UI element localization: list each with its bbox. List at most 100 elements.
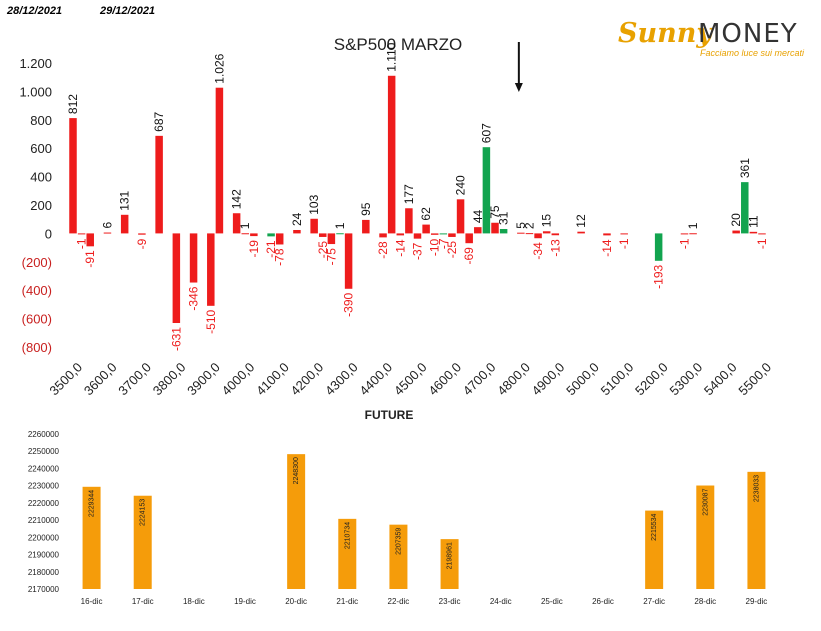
data-label: 5 <box>514 222 528 229</box>
bar <box>474 227 482 234</box>
data-label: 607 <box>479 123 493 143</box>
bar <box>344 233 353 289</box>
data-label: -25 <box>316 241 330 259</box>
data-label: -14 <box>393 239 407 257</box>
y-tick-label: (200) <box>22 255 52 270</box>
y-tick-label: 0 <box>45 226 52 241</box>
bar <box>542 231 551 234</box>
bar <box>215 87 224 234</box>
bar <box>77 233 86 235</box>
y-tick-label: 400 <box>30 170 52 185</box>
data-label: -1 <box>755 238 769 249</box>
bar <box>138 233 146 235</box>
future-x-tick-label: 27-dic <box>643 597 665 606</box>
data-label: -21 <box>264 240 278 258</box>
future-bar <box>389 524 408 589</box>
data-label: 2 <box>522 222 536 229</box>
future-y-tick-label: 2210000 <box>28 516 60 525</box>
data-label: 15 <box>540 214 554 228</box>
future-bar <box>287 454 306 589</box>
data-label: 1 <box>238 222 252 229</box>
bar <box>86 233 94 247</box>
logo-script: Sunny <box>618 18 713 49</box>
future-chart-title: FUTURE <box>365 408 414 422</box>
data-label: -9 <box>135 238 149 249</box>
data-label: -91 <box>83 250 97 268</box>
bar <box>379 233 387 238</box>
bar <box>413 233 422 239</box>
bar <box>749 231 758 234</box>
data-label: -34 <box>531 242 545 260</box>
bar <box>430 233 439 235</box>
bar <box>120 214 129 234</box>
data-label: 24 <box>290 212 304 226</box>
y-tick-label: 1.200 <box>19 56 52 71</box>
future-bar <box>338 518 357 589</box>
data-label: -78 <box>273 248 287 266</box>
data-label: 142 <box>230 189 244 209</box>
bar <box>319 233 327 237</box>
bar <box>499 228 508 234</box>
data-label: -510 <box>204 310 218 334</box>
bar <box>396 233 405 236</box>
future-data-label: 2230087 <box>702 488 709 515</box>
future-bar <box>747 471 766 589</box>
data-label: -631 <box>169 327 183 351</box>
data-label: -14 <box>600 239 614 257</box>
bar <box>172 233 181 324</box>
data-label: 11 <box>746 215 760 228</box>
future-data-label: 2224153 <box>140 499 147 526</box>
bar <box>275 233 284 245</box>
data-label: 62 <box>419 207 433 221</box>
data-label: 103 <box>307 194 321 214</box>
data-label: -37 <box>411 242 425 260</box>
bar <box>207 233 215 306</box>
future-y-tick-label: 2170000 <box>28 585 60 594</box>
bar <box>741 182 749 234</box>
bar <box>620 233 628 235</box>
bar <box>232 213 241 234</box>
bar <box>310 218 318 234</box>
future-bar <box>696 485 715 589</box>
arrow-head <box>514 83 523 92</box>
future-y-tick-label: 2230000 <box>28 482 60 491</box>
bar <box>732 230 740 234</box>
future-x-axis: 16-dic 17-dic 18-dic 19-dic 20-dic 21-dic 22-d… <box>81 597 768 606</box>
sunny-money-logo: Sunny MONEY Facciamo luce sui mercati <box>618 18 813 58</box>
future-data-label: 2207359 <box>395 528 402 555</box>
bar <box>155 135 163 234</box>
data-label: -75 <box>324 248 338 266</box>
bar <box>362 219 370 234</box>
future-data-label: 2238033 <box>753 475 760 502</box>
future-x-tick-label: 20-dic <box>285 597 307 606</box>
data-label: 1 <box>686 222 700 229</box>
data-label: -10 <box>428 238 442 256</box>
bar <box>577 231 585 234</box>
y-tick-label: (600) <box>22 312 52 327</box>
bar <box>551 233 560 236</box>
y-tick-label: 800 <box>30 113 52 128</box>
date-left: 28/12/2021 <box>7 5 63 17</box>
bar <box>448 233 456 237</box>
main-y-axis: 1.200 1.000 800 600 400 200 0 (200) (400) (600) (8… <box>19 56 52 355</box>
future-data-label: 2229344 <box>89 490 96 517</box>
data-label: 1.110 <box>385 42 399 71</box>
data-label: -28 <box>376 241 390 259</box>
data-label: 131 <box>118 190 132 210</box>
data-label: 6 <box>100 222 114 229</box>
future-y-tick-label: 2250000 <box>28 447 60 456</box>
future-bar <box>440 539 459 589</box>
bar <box>525 233 534 235</box>
data-label: -25 <box>445 241 459 259</box>
down-arrow-icon <box>514 42 523 92</box>
data-label: 240 <box>454 175 468 195</box>
bar <box>680 233 689 235</box>
data-label: 361 <box>738 158 752 178</box>
bar <box>689 233 697 235</box>
future-y-tick-label: 2190000 <box>28 551 60 560</box>
logo-tagline: Facciamo luce sui mercati <box>700 48 805 58</box>
bar <box>69 118 77 234</box>
future-x-tick-label: 22-dic <box>388 597 410 606</box>
bar <box>465 233 473 244</box>
